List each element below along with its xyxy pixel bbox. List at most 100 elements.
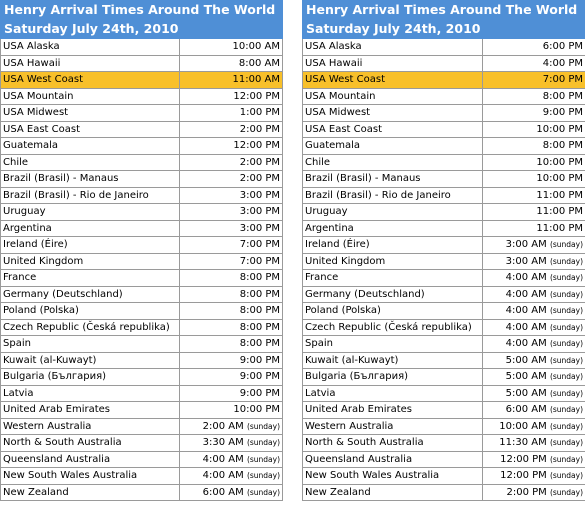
time-value: 6:00 PM (542, 41, 584, 53)
location-cell: Spain (0, 335, 180, 353)
time-cell: 8:00 AM (178, 54, 284, 72)
table-row: USA East Coast 10:00 PM (302, 120, 585, 138)
table-row: Guatemala 12:00 PM (0, 137, 284, 155)
time-cell: 11:00 PM (481, 186, 585, 204)
time-value: 7:00 PM (239, 255, 281, 267)
time-value: 10:00 AM (232, 41, 281, 53)
table-row: Poland (Polska) 8:00 PM (0, 302, 284, 320)
time-cell: 3:00 PM (178, 203, 284, 221)
time-cell: 10:00 PM (481, 153, 585, 171)
table-row: Western Australia 10:00 AM (sunday) (302, 417, 585, 435)
time-value: 12:00 PM (500, 470, 547, 482)
table-row: Guatemala 8:00 PM (302, 137, 585, 155)
location-cell: Germany (Deutschland) (0, 285, 180, 303)
time-value: 10:00 PM (536, 173, 584, 185)
table-row: Queensland Australia 12:00 PM (sunday) (302, 450, 585, 468)
time-value: 7:00 PM (239, 239, 281, 251)
location-cell: Queensland Australia (302, 450, 483, 468)
table-row: USA Midwest 1:00 PM (0, 104, 284, 122)
table-row: USA West Coast 11:00 AM (0, 71, 284, 89)
day-note: (sunday) (549, 273, 584, 283)
time-value: 9:00 PM (239, 387, 281, 399)
day-note: (sunday) (549, 405, 584, 415)
time-value: 9:00 PM (239, 371, 281, 383)
location-cell: Brazil (Brasil) - Rio de Janeiro (0, 186, 180, 204)
location-cell: New South Wales Australia (0, 467, 180, 485)
time-cell: 4:00 AM (sunday) (178, 467, 284, 485)
time-value: 4:00 AM (505, 338, 547, 350)
time-cell: 6:00 PM (481, 38, 585, 56)
table-row: Czech Republic (Česká republika) 4:00 AM … (302, 318, 585, 336)
table-row: Kuwait (al-Kuwayt) 5:00 AM (sunday) (302, 351, 585, 369)
table-row: Spain 4:00 AM (sunday) (302, 335, 585, 353)
time-cell: 12:00 PM (178, 87, 284, 105)
time-cell: 9:00 PM (481, 104, 585, 122)
time-value: 3:00 PM (239, 206, 281, 218)
table-row: Poland (Polska) 4:00 AM (sunday) (302, 302, 585, 320)
table-row: France 4:00 AM (sunday) (302, 269, 585, 287)
time-value: 6:00 AM (505, 404, 547, 416)
table-row: Brazil (Brasil) - Manaus 2:00 PM (0, 170, 284, 188)
time-value: 11:00 AM (232, 74, 281, 86)
table-title: Henry Arrival Times Around The World (301, 0, 585, 20)
table-row: USA Alaska 10:00 AM (0, 38, 284, 56)
day-note: (sunday) (549, 322, 584, 332)
table-row: USA Mountain 8:00 PM (302, 87, 585, 105)
day-note: (sunday) (549, 306, 584, 316)
table-date: Saturday July 24th, 2010 (0, 19, 284, 39)
time-value: 2:00 PM (506, 486, 547, 498)
time-cell: 6:00 AM (sunday) (481, 401, 585, 419)
time-cell: 10:00 PM (481, 120, 585, 138)
time-value: 4:00 AM (505, 288, 547, 300)
location-cell: Kuwait (al-Kuwayt) (302, 351, 483, 369)
location-cell: Kuwait (al-Kuwayt) (0, 351, 180, 369)
location-cell: Chile (0, 153, 180, 171)
time-value: 12:00 PM (233, 140, 281, 152)
location-cell: Ireland (Éire) (302, 236, 483, 254)
table-title: Henry Arrival Times Around The World (0, 0, 284, 20)
table-row: Western Australia 2:00 AM (sunday) (0, 417, 284, 435)
day-note: (sunday) (549, 355, 584, 365)
location-cell: Queensland Australia (0, 450, 180, 468)
time-value: 8:00 PM (239, 338, 281, 350)
location-cell: USA East Coast (302, 120, 483, 138)
location-cell: Poland (Polska) (302, 302, 483, 320)
location-cell: Argentina (0, 219, 180, 237)
time-cell: 11:00 PM (481, 203, 585, 221)
time-cell: 11:00 PM (481, 219, 585, 237)
time-value: 3:00 AM (505, 239, 547, 251)
table-row: Uruguay 3:00 PM (0, 203, 284, 221)
time-cell: 7:00 PM (481, 71, 585, 89)
table-row: Bulgaria (България) 9:00 PM (0, 368, 284, 386)
time-cell: 3:30 AM (sunday) (178, 434, 284, 452)
table-row: Ireland (Éire) 7:00 PM (0, 236, 284, 254)
time-cell: 8:00 PM (481, 87, 585, 105)
location-cell: United Arab Emirates (0, 401, 180, 419)
table-row: New Zealand 6:00 AM (sunday) (0, 483, 284, 501)
time-value: 3:00 PM (239, 222, 281, 234)
time-cell: 6:00 AM (sunday) (178, 483, 284, 501)
time-value: 6:00 AM (202, 486, 244, 498)
time-value: 11:00 PM (536, 189, 584, 201)
time-cell: 10:00 PM (481, 170, 585, 188)
time-cell: 12:00 PM (sunday) (481, 450, 585, 468)
table-row: United Kingdom 7:00 PM (0, 252, 284, 270)
location-cell: Brazil (Brasil) - Manaus (302, 170, 483, 188)
time-value: 11:00 PM (536, 206, 584, 218)
time-cell: 9:00 PM (178, 351, 284, 369)
time-value: 9:00 PM (239, 354, 281, 366)
table-row: Germany (Deutschland) 8:00 PM (0, 285, 284, 303)
location-cell: Bulgaria (България) (302, 368, 483, 386)
arrival-times-table-left: Henry Arrival Times Around The World Sat… (0, 0, 284, 501)
time-cell: 11:00 AM (178, 71, 284, 89)
location-cell: USA Midwest (0, 104, 180, 122)
table-row: USA Alaska 6:00 PM (302, 38, 585, 56)
table-row: Argentina 3:00 PM (0, 219, 284, 237)
time-value: 8:00 PM (239, 305, 281, 317)
time-cell: 12:00 PM (sunday) (481, 467, 585, 485)
time-value: 3:00 AM (505, 255, 547, 267)
time-cell: 5:00 AM (sunday) (481, 368, 585, 386)
day-note: (sunday) (246, 487, 281, 497)
location-cell: USA West Coast (302, 71, 483, 89)
location-cell: North & South Australia (0, 434, 180, 452)
